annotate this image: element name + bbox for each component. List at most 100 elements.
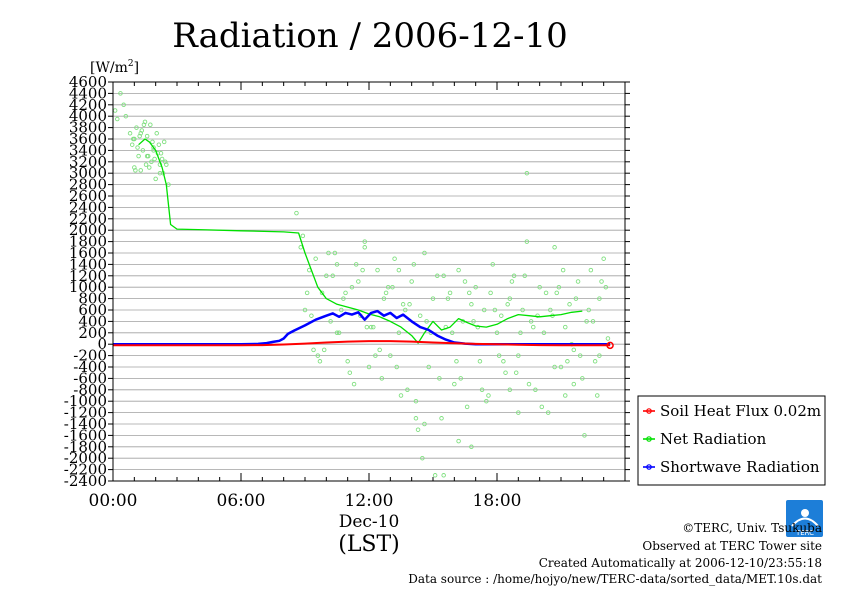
scatter-point [415, 427, 421, 432]
scatter-point [535, 313, 540, 318]
scatter-point [396, 330, 402, 336]
scatter-point [597, 353, 602, 358]
y-tick-label: 2200 [69, 210, 107, 228]
scatter-point [364, 324, 370, 330]
scatter-point [313, 256, 318, 261]
scatter-point [373, 353, 378, 358]
scatter-point [336, 330, 342, 336]
scatter-point [567, 302, 572, 307]
scatter-point [490, 262, 495, 267]
legend-marker [646, 436, 652, 442]
footer-created: Created Automatically at 2006-12-10/23:5… [539, 556, 822, 570]
y-tick-label: 2600 [69, 187, 107, 205]
scatter-point [516, 353, 521, 358]
series-endpoint [606, 341, 614, 350]
x-tick-label: 06:00 [217, 491, 266, 511]
scatter-point [543, 290, 549, 296]
y-tick-label: -1800 [64, 438, 107, 456]
scatter-point [464, 404, 470, 410]
footer-observed: Observed at TERC Tower site [642, 539, 822, 553]
scatter-point [603, 284, 609, 290]
scatter-point [409, 279, 414, 284]
scatter-point [558, 364, 564, 370]
scatter-point [156, 142, 162, 147]
scatter-point [456, 267, 461, 273]
y-tick-label: 2400 [69, 198, 107, 216]
legend-marker [646, 464, 652, 470]
scatter-point [456, 438, 461, 444]
y-tick-label: 3400 [69, 141, 107, 159]
legend: Soil Heat Flux 0.02m Net Radiation Shortwa… [637, 395, 826, 486]
x-axis-ticks: 00:00 06:00 12:00 18:00 [89, 82, 626, 511]
scatter-point [332, 250, 338, 256]
scatter-point [143, 162, 149, 167]
y-axis-unit: [W/m2] [90, 59, 139, 76]
scatter-point [577, 353, 583, 358]
scatter-point [537, 284, 542, 290]
scatter-point [417, 313, 423, 318]
scatter-point [390, 284, 395, 290]
scatter-point [473, 284, 478, 290]
scatter-point [580, 376, 585, 381]
scatter-point [469, 302, 474, 307]
y-tick-label: -600 [73, 369, 107, 387]
scatter-point [324, 273, 329, 279]
scatter-point [437, 376, 442, 381]
plot-frame [112, 81, 626, 482]
scatter-point [349, 284, 355, 290]
y-tick-label: -1000 [64, 392, 107, 410]
scatter-point [509, 279, 515, 284]
scatter-point [379, 376, 385, 381]
y-tick-label: 3000 [69, 164, 107, 182]
legend-marker [646, 408, 652, 414]
scatter-point [394, 364, 399, 370]
scatter-point [563, 393, 568, 398]
x-tick-label: 18:00 [473, 491, 522, 511]
scatter-point [317, 359, 323, 364]
scatter-point [161, 139, 167, 145]
scatter-point [507, 296, 513, 301]
y-tick-label: 3800 [69, 119, 107, 137]
scatter-point [590, 319, 596, 324]
scatter-point [469, 444, 474, 450]
scatter-point [486, 393, 491, 398]
scatter-point [533, 387, 538, 393]
y-tick-label: 200 [78, 324, 107, 342]
y-tick-label: -1600 [64, 426, 107, 444]
scatter-point [339, 307, 344, 313]
scatter-point [592, 359, 598, 364]
scatter-point [435, 273, 440, 279]
scatter-point [554, 290, 559, 296]
scatter-point [516, 410, 521, 415]
scatter-point [347, 370, 353, 375]
scatter-point [123, 113, 129, 119]
scatter-point [400, 302, 406, 307]
scatter-point [377, 347, 382, 353]
scatter-point [449, 330, 455, 336]
scatter-point [302, 307, 308, 313]
scatter-point [471, 319, 476, 324]
scatter-point [159, 156, 165, 162]
scatter-point [595, 393, 600, 398]
x-tick-label: 12:00 [345, 491, 394, 511]
scatter-point [492, 307, 498, 313]
y-tick-label: 4000 [69, 107, 107, 125]
scatter-point [375, 267, 380, 273]
scatter-point [605, 336, 611, 341]
scatter-point [496, 353, 502, 358]
scatter-point [420, 455, 425, 461]
scatter-point [343, 290, 348, 296]
y-tick-label: 1200 [69, 267, 107, 285]
scatter-point [462, 279, 468, 284]
scatter-point [356, 279, 361, 284]
scatter-point [392, 256, 397, 261]
y-tick-label: 1400 [69, 255, 107, 273]
scatter-point [552, 364, 557, 370]
scatter-point [144, 153, 150, 159]
scatter-point [432, 473, 438, 478]
scatter-point [520, 307, 525, 313]
scatter-point [136, 153, 141, 159]
scatter-point [121, 102, 126, 108]
scatter-point [362, 245, 367, 250]
y-tick-label: -2000 [64, 449, 107, 467]
